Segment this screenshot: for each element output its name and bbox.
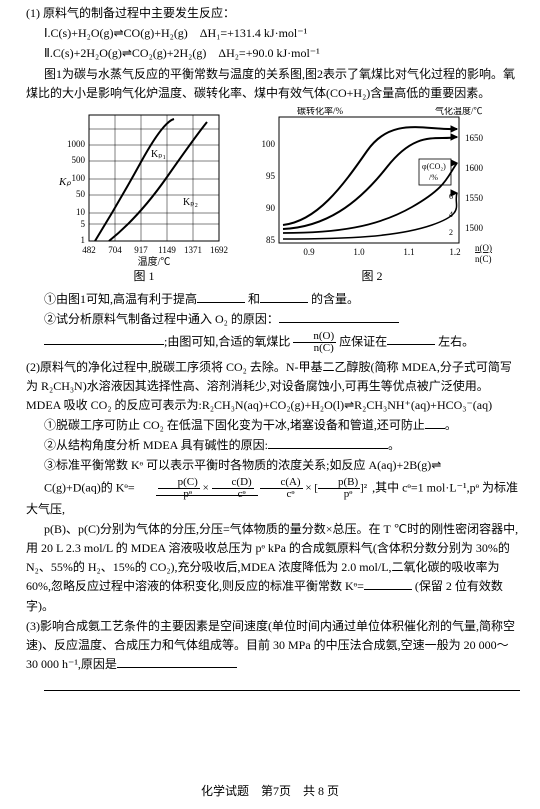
t: ①脱碳工序可防止 CO₂ 在低温下固化变为干冰,堵塞设备和管道,还可防止: [44, 418, 425, 432]
svg-text:φ(CO₂): φ(CO₂): [422, 162, 446, 171]
svg-text:1371: 1371: [184, 245, 202, 255]
q1-head: (1) 原料气的制备过程中主要发生反应：: [26, 4, 520, 23]
svg-text:1.0: 1.0: [353, 247, 365, 257]
fig1-caption: 图 1: [49, 267, 239, 286]
svg-text:50: 50: [76, 189, 86, 199]
svg-text:碳转化率/%: 碳转化率/%: [297, 107, 344, 116]
svg-text:85: 85: [266, 235, 276, 245]
t: ②从结构角度分析 MDEA 具有碱性的原因:: [44, 438, 268, 452]
svg-text:n(C): n(C): [475, 254, 492, 264]
blank: [387, 332, 435, 345]
q2-head: (2)原料气的净化过程中,脱碳工序须将 CO₂ 去除。N-甲基二乙醇胺(简称 M…: [26, 358, 520, 416]
svg-text:1.2: 1.2: [449, 247, 460, 257]
page-footer: 化学试题 第7页 共 8 页: [0, 782, 540, 801]
t: (3)影响合成氨工艺条件的主要因素是空间速度(单位时间内通过单位体积催化剂的气量…: [26, 619, 515, 671]
t: ①由图1可知,高温有利于提高: [44, 292, 197, 306]
t: ②试分析原料气制备过程中通入 O₂ 的原因：: [44, 312, 279, 326]
q2-s4: p(B)、p(C)分别为气体的分压,分压=气体物质的量分数×总压。在 T ℃时的…: [26, 520, 520, 616]
svg-text:1600: 1600: [465, 163, 484, 173]
svg-text:Kₚ: Kₚ: [58, 176, 71, 188]
q1-sub3: ;由图可知,合适的氧煤比 n(O)n(C) 应保证在 左右。: [26, 331, 520, 354]
t: 应保证在: [339, 334, 387, 348]
blank: [425, 416, 445, 429]
q2-s2: ②从结构角度分析 MDEA 具有碱性的原因:。: [26, 436, 520, 455]
t: 的含量。: [311, 292, 359, 306]
q1-sub2: ②试分析原料气制备过程中通入 O₂ 的原因：: [26, 310, 520, 329]
svg-text:1500: 1500: [465, 223, 484, 233]
svg-text:1000: 1000: [67, 139, 86, 149]
figure-2: 85 90 95 100 碳转化率/% 1500 1550 1600 1650 …: [247, 107, 497, 286]
reaction-2: Ⅱ.C(s)+2H₂O(g)⇌CO₂(g)+2H₂(g) ΔH₂=+90.0 k…: [26, 44, 520, 63]
reaction-1: Ⅰ.C(s)+H₂O(g)⇌CO(g)+H₂(g) ΔH₁=+131.4 kJ·…: [26, 24, 520, 43]
t: C(g)+D(aq)的 Kᶱ=: [44, 480, 135, 494]
svg-text:90: 90: [266, 203, 276, 213]
svg-text:482: 482: [82, 245, 96, 255]
svg-text:1.1: 1.1: [403, 247, 414, 257]
svg-text:500: 500: [72, 155, 86, 165]
q2-s3b: C(g)+D(aq)的 Kᶱ= p(C)pᶱ × c(D)cᶱ c(A)cᶱ ×…: [26, 477, 520, 519]
kexp-frac: p(C)pᶱ × c(D)cᶱ c(A)cᶱ × [p(B)pᶱ]²: [138, 477, 369, 500]
blank: [364, 577, 412, 590]
svg-text:95: 95: [266, 171, 276, 181]
svg-text:1650: 1650: [465, 133, 484, 143]
q2-s1: ①脱碳工序可防止 CO₂ 在低温下固化变为干冰,堵塞设备和管道,还可防止。: [26, 416, 520, 435]
svg-text:100: 100: [262, 139, 276, 149]
t: 左右。: [438, 334, 474, 348]
svg-text:0.9: 0.9: [303, 247, 315, 257]
q1-para: 图1为碳与水蒸气反应的平衡常数与温度的关系图,图2表示了氧煤比对气化过程的影响。…: [26, 65, 520, 103]
svg-text:1692: 1692: [210, 245, 228, 255]
figure-1: Kₚ₁ Kₚ₂ 1 5 10 50 100 500 1000 Kₚ 482 70…: [49, 107, 239, 286]
t: 和: [248, 292, 260, 306]
svg-text:704: 704: [108, 245, 122, 255]
fig2-caption: 图 2: [247, 267, 497, 286]
svg-text:100: 100: [72, 173, 86, 183]
svg-text:1550: 1550: [465, 193, 484, 203]
frac-nOC: n(O)n(C): [293, 331, 336, 354]
svg-text:气化温度/℃: 气化温度/℃: [435, 107, 483, 116]
blank: [260, 290, 308, 303]
svg-text:5: 5: [81, 219, 86, 229]
blank: [279, 310, 399, 323]
svg-text:/%: /%: [429, 173, 438, 182]
svg-text:n(O): n(O): [475, 243, 492, 253]
blank: [117, 655, 237, 668]
svg-text:10: 10: [76, 207, 86, 217]
t: ;由图可知,合适的氧煤比: [164, 334, 290, 348]
blank: [44, 332, 164, 345]
svg-text:Kₚ₁: Kₚ₁: [151, 149, 166, 160]
q1-sub1: ①由图1可知,高温有利于提高 和 的含量。: [26, 290, 520, 309]
figures-row: Kₚ₁ Kₚ₂ 1 5 10 50 100 500 1000 Kₚ 482 70…: [26, 107, 520, 286]
svg-text:1: 1: [81, 235, 86, 245]
q2-s3: ③标准平衡常数 Kᶱ 可以表示平衡时各物质的浓度关系;如反应 A(aq)+2B(…: [26, 456, 520, 475]
q3-head: (3)影响合成氨工艺条件的主要因素是空间速度(单位时间内通过单位体积催化剂的气量…: [26, 617, 520, 675]
svg-text:2: 2: [449, 228, 453, 237]
blank-line: [44, 676, 520, 691]
blank: [268, 436, 388, 449]
svg-text:1149: 1149: [158, 245, 176, 255]
svg-text:917: 917: [134, 245, 148, 255]
svg-text:温度/℃: 温度/℃: [138, 255, 171, 267]
svg-text:Kₚ₂: Kₚ₂: [183, 197, 198, 208]
blank: [197, 290, 245, 303]
